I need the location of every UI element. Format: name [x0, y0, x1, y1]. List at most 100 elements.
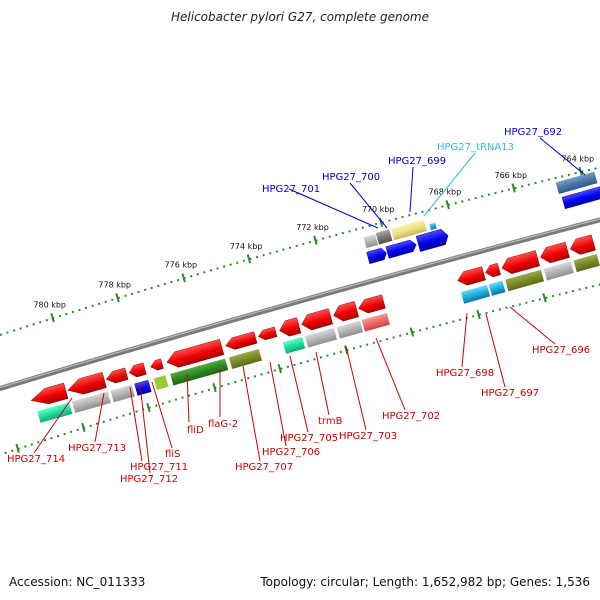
- gene-hpg27-699[interactable]: [415, 228, 450, 252]
- gene-label-reverse[interactable]: HPG27_712: [120, 474, 178, 485]
- ruler-minor-tick: [571, 289, 575, 293]
- ruler-minor-tick: [408, 214, 411, 217]
- gene-hpg27-707[interactable]: [257, 326, 278, 341]
- leader-line: [461, 312, 468, 368]
- gene-hpg27-692[interactable]: [561, 185, 600, 210]
- gene-hpg27-703[interactable]: [357, 294, 386, 316]
- ruler-minor-tick: [501, 190, 504, 193]
- ruler-tick-label: 774 kbp: [230, 242, 263, 251]
- gene-label-forward[interactable]: HPG27_692: [504, 127, 562, 138]
- gene-hpg27-712[interactable]: [105, 367, 129, 385]
- ruler-minor-tick: [527, 183, 531, 186]
- gene-flid[interactable]: [165, 338, 225, 370]
- gene-flis[interactable]: [149, 358, 164, 372]
- leader-line: [345, 345, 367, 431]
- ruler-major-tick: [277, 364, 282, 374]
- gene-hpg27-700[interactable]: [385, 239, 418, 259]
- cog-rev-705: [304, 327, 338, 348]
- ruler-minor-tick: [545, 296, 548, 299]
- gene-hpg27-697[interactable]: [484, 262, 501, 278]
- ruler-minor-tick: [525, 301, 528, 304]
- ruler-minor-tick: [308, 240, 312, 244]
- gene-hpg27-711[interactable]: [128, 362, 147, 379]
- cog-rev-695: [573, 254, 600, 273]
- gene-hpg27-706[interactable]: [277, 317, 302, 339]
- ruler-minor-tick: [474, 196, 477, 200]
- gene-blue-rev-1[interactable]: [134, 379, 152, 396]
- gene-label-forward[interactable]: HPG27_tRNA13: [437, 142, 514, 153]
- ruler-minor-tick: [56, 434, 60, 438]
- gene-hpg27-705[interactable]: [300, 308, 333, 333]
- leader-line: [129, 386, 143, 462]
- ruler-minor-tick: [339, 350, 342, 354]
- cog-rev-flag2: [228, 348, 262, 369]
- leader-line: [409, 166, 414, 213]
- gene-label-forward[interactable]: HPG27_700: [322, 172, 380, 183]
- gene-label-forward[interactable]: HPG27_699: [388, 156, 446, 167]
- ruler-minor-tick: [30, 443, 34, 446]
- ruler-minor-tick: [335, 233, 338, 237]
- ruler-minor-tick: [84, 306, 88, 310]
- ruler-minor-tick: [565, 291, 568, 294]
- gene-hpg27-696b[interactable]: [538, 241, 570, 265]
- ruler-minor-tick: [6, 331, 9, 334]
- accession-text: Accession: NC_011333: [9, 575, 146, 589]
- ruler-minor-tick: [187, 394, 191, 397]
- ruler-major-tick: [181, 273, 186, 283]
- gene-trmb[interactable]: [331, 301, 359, 323]
- gene-label-reverse[interactable]: HPG27_711: [130, 462, 188, 473]
- ruler-minor-tick: [43, 439, 47, 442]
- gene-hpg27-698[interactable]: [456, 266, 486, 288]
- gene-label-reverse[interactable]: HPG27_698: [436, 368, 494, 379]
- gene-label-reverse[interactable]: HPG27_703: [339, 431, 397, 442]
- ruler-minor-tick: [11, 449, 14, 453]
- gene-hpg27-696a[interactable]: [500, 250, 540, 275]
- gene-label-reverse[interactable]: HPG27_714: [7, 454, 65, 465]
- cog-rev-696b: [543, 261, 574, 281]
- gene-label-reverse[interactable]: HPG27_696: [532, 345, 590, 356]
- ruler-minor-tick: [452, 320, 455, 323]
- ruler-minor-tick: [551, 294, 555, 298]
- ruler-minor-tick: [405, 332, 409, 336]
- ruler-minor-tick: [220, 384, 224, 388]
- gene-label-reverse[interactable]: HPG27_713: [68, 443, 126, 454]
- gene-hpg27-714[interactable]: [29, 382, 69, 408]
- cog-rev-712: [110, 384, 135, 403]
- leader-line: [315, 351, 330, 416]
- ruler-tick-label: 768 kbp: [429, 188, 462, 197]
- ruler-minor-tick: [247, 376, 250, 380]
- gene-label-reverse[interactable]: flaG-2: [208, 419, 238, 430]
- ruler-minor-tick: [434, 207, 437, 210]
- ruler-minor-tick: [32, 323, 35, 326]
- ruler-minor-tick: [591, 284, 595, 288]
- gene-label-reverse[interactable]: HPG27_707: [235, 462, 293, 473]
- genome-backbone-highlight: [0, 205, 600, 402]
- gene-label-reverse[interactable]: trmB: [318, 416, 343, 427]
- ruler-minor-tick: [354, 228, 358, 231]
- ruler-tick-label: 770 kbp: [362, 205, 395, 214]
- ruler-minor-tick: [372, 341, 376, 345]
- ruler-minor-tick: [71, 310, 75, 314]
- ruler-minor-tick: [458, 318, 462, 321]
- gene-hpg27-695[interactable]: [568, 234, 596, 257]
- ruler-minor-tick: [332, 352, 336, 356]
- leader-line: [33, 397, 73, 454]
- gene-hpg27-713[interactable]: [66, 371, 107, 398]
- ruler-minor-tick: [507, 188, 511, 191]
- ruler-minor-tick: [143, 288, 147, 292]
- gene-label-reverse[interactable]: fliD: [187, 425, 204, 436]
- gene-label-reverse[interactable]: HPG27_697: [481, 388, 539, 399]
- gene-flag-2[interactable]: [224, 331, 258, 352]
- gene-label-reverse[interactable]: HPG27_705: [280, 433, 338, 444]
- ruler-minor-tick: [91, 304, 94, 308]
- ruler-minor-tick: [181, 396, 184, 399]
- cog-rev-714: [37, 402, 73, 423]
- gene-label-reverse[interactable]: fliS: [165, 449, 180, 460]
- gene-hpg27-701[interactable]: [366, 247, 389, 265]
- gene-label-reverse[interactable]: HPG27_706: [262, 447, 320, 458]
- gene-label-forward[interactable]: HPG27_701: [262, 184, 320, 195]
- ruler-minor-tick: [361, 226, 365, 229]
- gene-label-reverse[interactable]: HPG27_702: [382, 411, 440, 422]
- ruler-minor-tick: [24, 445, 27, 448]
